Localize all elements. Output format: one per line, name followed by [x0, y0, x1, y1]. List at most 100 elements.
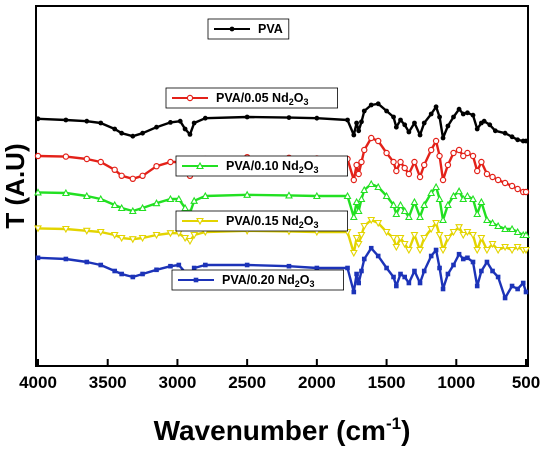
data-point-marker	[128, 206, 137, 215]
data-point-marker	[361, 146, 368, 154]
data-point-marker	[202, 115, 208, 121]
data-point-marker	[187, 132, 193, 137]
data-point-marker	[401, 164, 408, 172]
data-point-marker	[154, 267, 159, 273]
data-point-marker	[474, 283, 480, 289]
data-point-marker	[368, 134, 375, 142]
data-point-marker	[502, 130, 508, 136]
data-point-marker	[463, 191, 472, 200]
data-point-marker	[410, 231, 419, 240]
data-point-marker	[445, 271, 451, 277]
data-point-marker	[229, 26, 235, 32]
data-point-marker	[417, 132, 423, 138]
data-point-marker	[421, 120, 427, 126]
legend-label-sub: 3	[309, 279, 314, 289]
data-point-marker	[384, 108, 389, 114]
data-point-marker	[354, 240, 363, 249]
data-point-marker	[351, 132, 357, 138]
legend-entry: PVA/0.05 Nd2O3	[165, 87, 339, 109]
data-point-marker	[474, 167, 481, 175]
data-point-marker	[117, 234, 126, 243]
plot-frame	[35, 5, 529, 367]
data-point-marker	[440, 135, 446, 141]
data-point-marker	[286, 115, 292, 120]
data-point-marker	[396, 234, 405, 243]
data-point-marker	[354, 120, 359, 126]
data-point-marker	[349, 212, 358, 221]
data-point-marker	[479, 268, 484, 274]
data-point-marker	[459, 231, 468, 240]
data-point-marker	[451, 114, 456, 120]
data-point-marker	[522, 230, 530, 239]
data-point-marker	[421, 268, 427, 274]
x-axis-ticks: 4000 3500 3000 2500 2000 1500 1000 500	[19, 359, 540, 392]
data-point-marker	[191, 120, 197, 126]
data-point-marker	[428, 253, 434, 259]
data-point-marker	[437, 114, 442, 120]
data-point-marker	[502, 295, 508, 301]
data-point-marker	[501, 224, 510, 233]
data-point-marker	[389, 200, 398, 209]
data-point-marker	[449, 228, 458, 237]
data-point-marker	[450, 149, 457, 157]
legend-label: PVA/0.20 Nd2O3	[222, 273, 314, 289]
data-point-marker	[489, 173, 496, 181]
data-point-marker	[394, 283, 399, 289]
data-point-marker	[243, 190, 252, 198]
data-point-marker	[153, 162, 160, 170]
data-point-marker	[349, 249, 358, 258]
data-point-marker	[523, 289, 529, 295]
data-point-marker	[523, 138, 529, 144]
data-point-marker	[398, 271, 403, 277]
data-point-marker	[465, 110, 470, 116]
data-point-marker	[361, 256, 367, 262]
data-point-marker	[451, 262, 456, 268]
legend-label-sub: 3	[313, 165, 318, 175]
x-tick-label: 500	[512, 373, 540, 392]
data-point-marker	[439, 176, 447, 184]
data-point-marker	[61, 188, 70, 197]
data-point-marker	[111, 166, 118, 173]
data-point-marker	[396, 200, 405, 209]
data-point-marker	[400, 240, 409, 249]
legend-entry: PVA/0.10 Nd2O3	[175, 155, 349, 177]
x-tick-label: 1500	[368, 373, 406, 392]
data-point-marker	[119, 130, 125, 136]
x-tick-label: 1000	[437, 373, 475, 392]
data-point-marker	[463, 228, 472, 237]
data-point-marker	[483, 246, 491, 255]
series-line	[37, 102, 526, 143]
data-point-marker	[343, 191, 352, 200]
data-point-marker	[412, 120, 417, 126]
data-point-marker	[440, 286, 446, 292]
data-point-marker	[201, 191, 210, 200]
data-point-marker	[168, 263, 173, 269]
data-point-marker	[345, 265, 350, 271]
data-point-marker	[473, 246, 482, 255]
data-point-marker	[501, 243, 510, 252]
data-point-marker	[196, 217, 204, 226]
data-point-marker	[392, 209, 401, 218]
series-000000	[35, 101, 529, 144]
data-point-marker	[427, 188, 436, 197]
data-point-marker	[140, 271, 145, 277]
data-point-marker	[110, 231, 119, 240]
data-point-marker	[140, 130, 145, 136]
data-point-marker	[393, 124, 399, 130]
data-point-marker	[433, 247, 439, 253]
data-point-marker	[168, 120, 173, 125]
data-point-marker	[397, 158, 404, 166]
data-point-marker	[428, 111, 434, 117]
data-point-marker	[174, 194, 183, 203]
data-point-marker	[391, 114, 396, 120]
legend-label: PVA/0.15 Nd2O3	[226, 214, 318, 230]
data-point-marker	[196, 161, 204, 170]
data-point-marker	[417, 280, 423, 286]
data-point-marker	[400, 206, 409, 215]
data-point-marker	[402, 122, 408, 128]
data-point-marker	[494, 246, 503, 255]
legend-label: PVA/0.05 Nd2O3	[216, 91, 308, 107]
data-point-marker	[416, 212, 424, 221]
data-point-marker	[128, 236, 137, 244]
data-point-marker	[355, 170, 362, 178]
